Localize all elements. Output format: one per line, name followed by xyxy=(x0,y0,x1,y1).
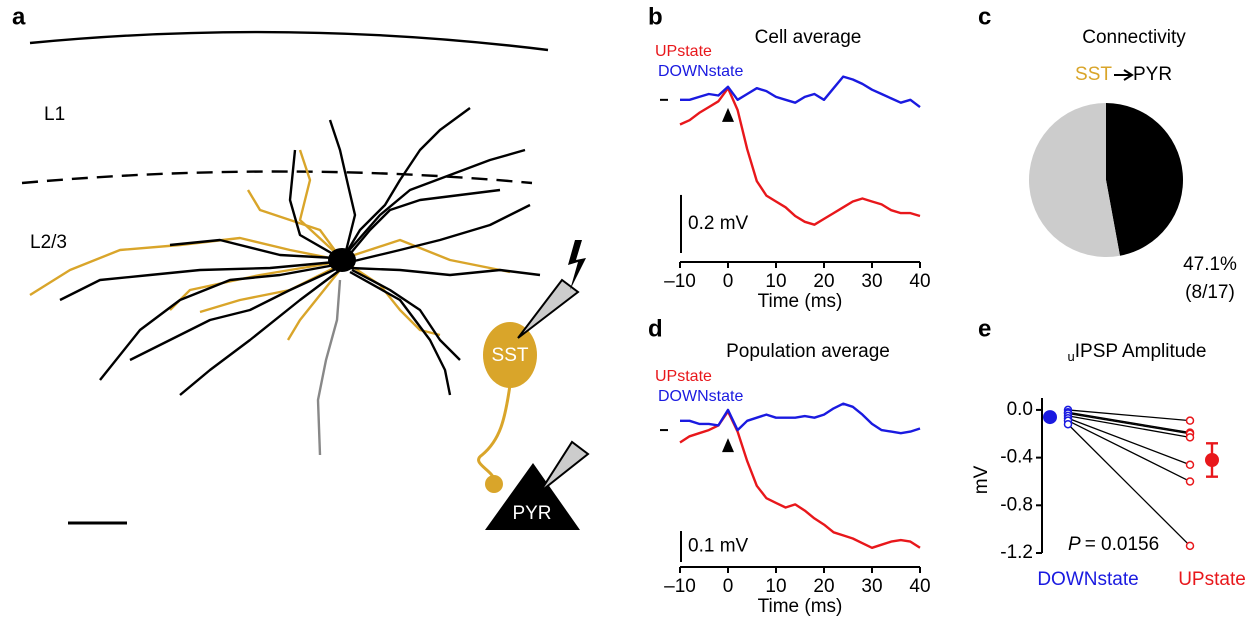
legend-label: UPstate xyxy=(655,368,712,385)
cell-label: SST xyxy=(492,345,529,366)
y-tick-label: -1.2 xyxy=(1000,542,1033,563)
stimulus-marker xyxy=(722,107,734,122)
cell-point xyxy=(1185,477,1195,486)
y-tick-label: -0.4 xyxy=(1000,447,1033,468)
layer-border xyxy=(21,170,533,185)
stat-value: = 0.0156 xyxy=(1085,534,1160,555)
x-axis-label: Time (ms) xyxy=(758,291,843,312)
y-tick-label: 0.0 xyxy=(1007,399,1033,420)
pathway-target: PYR xyxy=(1133,64,1172,85)
cell-point xyxy=(1185,541,1195,551)
cell-point xyxy=(1185,416,1195,425)
legend-label: DOWNstate xyxy=(658,388,743,405)
soma xyxy=(328,248,356,272)
panel-letter: d xyxy=(648,315,663,342)
x-tick-label: 40 xyxy=(909,271,930,292)
title-text: IPSP Amplitude xyxy=(1075,341,1207,362)
pair-line xyxy=(1067,417,1191,466)
x-tick-label: 0 xyxy=(723,271,734,292)
x-tick-label: 10 xyxy=(765,271,786,292)
chart-title: Cell average xyxy=(755,27,862,48)
x-tick-label: 30 xyxy=(861,271,882,292)
pathway-arrow xyxy=(1114,69,1134,81)
charts: b Cell average UPstate DOWNstate 0.2 mV –10 0 1… xyxy=(648,3,1246,617)
pair-line xyxy=(1067,411,1191,434)
chart-title: uIPSP Amplitude xyxy=(1068,341,1207,364)
stimulus-icon xyxy=(568,240,586,290)
x-category-label: DOWNstate xyxy=(1037,569,1138,590)
pie-slice xyxy=(1029,103,1120,257)
bouton xyxy=(485,475,503,493)
x-category-label: UPstate xyxy=(1178,569,1246,590)
statistic: P = 0.0156 xyxy=(1068,534,1159,555)
layer-label: L1 xyxy=(44,104,65,125)
cell-point xyxy=(1185,460,1195,470)
mean-point xyxy=(1043,410,1057,425)
cell-label: PYR xyxy=(512,503,551,524)
panel-letter: c xyxy=(978,3,991,30)
sst-cell xyxy=(483,322,537,388)
x-tick-label: 40 xyxy=(909,576,930,597)
sst-axon xyxy=(477,384,512,481)
panel-letter: b xyxy=(648,3,663,30)
x-tick-label: 20 xyxy=(813,576,834,597)
pyr-cell xyxy=(485,463,580,530)
mean-point xyxy=(1205,453,1219,467)
legend-label: DOWNstate xyxy=(658,63,743,80)
electrode xyxy=(539,440,590,493)
x-tick-label: 0 xyxy=(723,576,734,597)
legend-label: UPstate xyxy=(655,43,712,60)
scale-bar-label: 0.1 mV xyxy=(688,536,749,557)
panel-letter: e xyxy=(978,315,991,342)
stimulus-marker xyxy=(722,438,734,453)
pair-line xyxy=(1067,415,1191,438)
cell-point xyxy=(1185,433,1195,442)
y-axis-label: mV xyxy=(971,465,992,494)
cell-point xyxy=(1063,419,1073,429)
layer-label: L2/3 xyxy=(30,232,67,253)
y-tick-label: -0.8 xyxy=(1000,494,1033,515)
trace xyxy=(680,402,921,435)
annotation: (8/17) xyxy=(1185,282,1235,303)
x-tick-label: 30 xyxy=(861,576,882,597)
x-tick-label: –10 xyxy=(664,271,696,292)
trace xyxy=(679,87,921,226)
title-subscript: u xyxy=(1068,349,1075,364)
scale-bar-label: 0.2 mV xyxy=(688,213,749,234)
pair-line xyxy=(1067,420,1191,483)
x-tick-label: 20 xyxy=(813,271,834,292)
trace xyxy=(680,75,921,109)
pathway-source: SST xyxy=(1075,64,1112,85)
stat-symbol: P xyxy=(1068,534,1081,555)
value-label: 47.1% xyxy=(1183,254,1237,275)
panel-letter: a xyxy=(12,3,26,30)
black-dendrites xyxy=(59,107,541,396)
axon xyxy=(316,279,342,456)
electrode xyxy=(517,278,580,339)
pair-line xyxy=(1067,409,1191,422)
panel-a: a L1 L2/3 xyxy=(12,3,590,530)
trace xyxy=(679,410,921,549)
pair-line xyxy=(1067,412,1191,435)
chart-title: Population average xyxy=(726,341,890,362)
x-tick-label: 10 xyxy=(765,576,786,597)
pie-slice xyxy=(1106,103,1183,256)
pia xyxy=(29,30,549,52)
x-tick-label: –10 xyxy=(664,576,696,597)
x-axis-label: Time (ms) xyxy=(758,596,843,617)
pair-line xyxy=(1067,423,1191,547)
chart-title: Connectivity xyxy=(1082,27,1186,48)
